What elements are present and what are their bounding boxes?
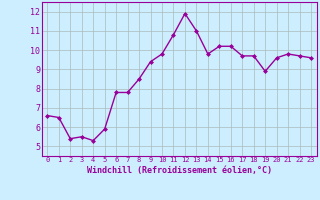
X-axis label: Windchill (Refroidissement éolien,°C): Windchill (Refroidissement éolien,°C) [87, 166, 272, 175]
